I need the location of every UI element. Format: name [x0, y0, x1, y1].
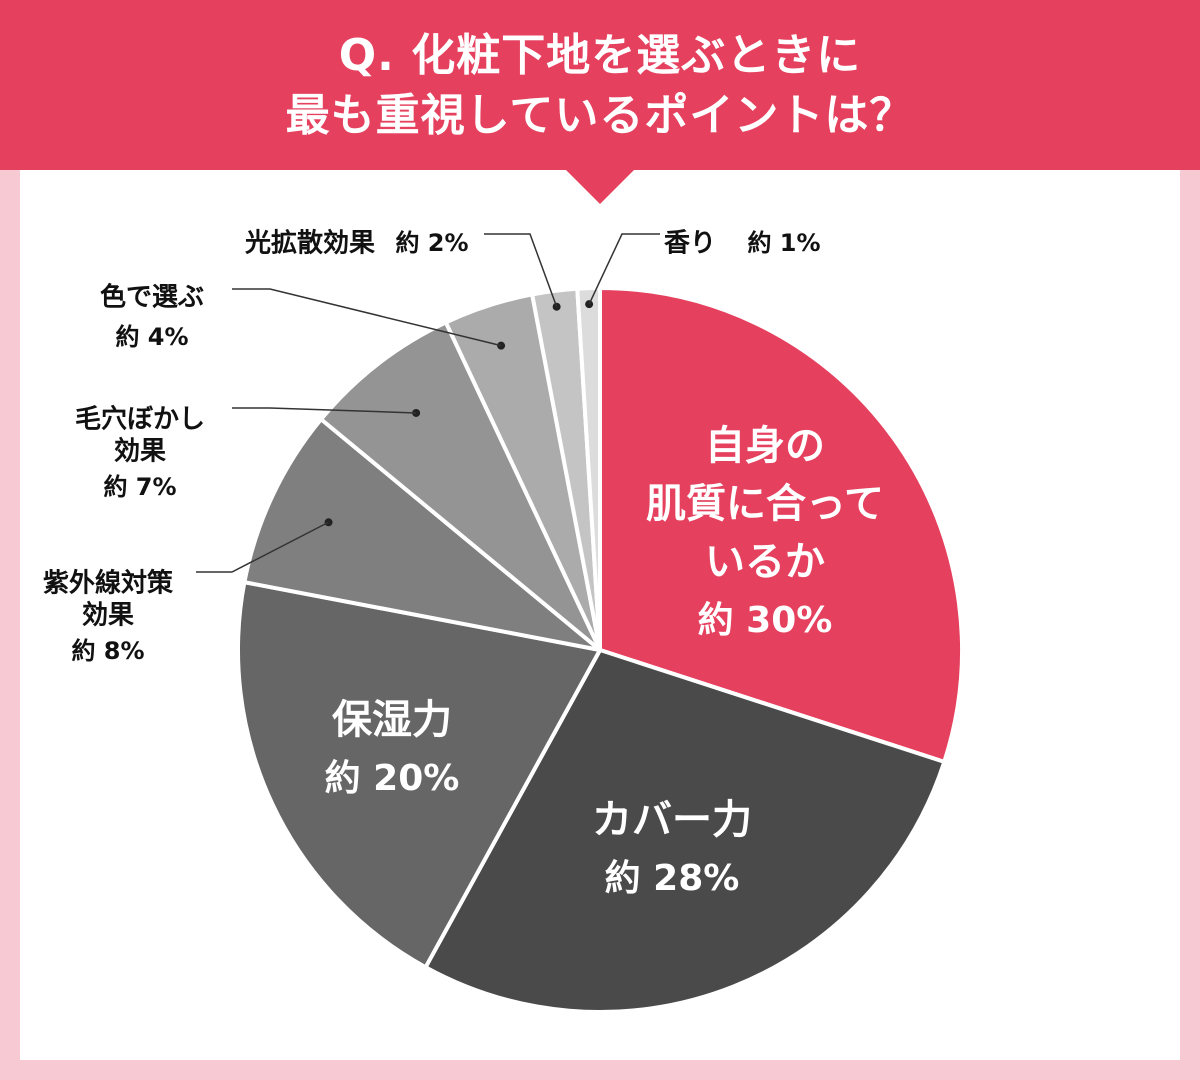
slice-label-5-line-1: 毛穴ぼかし	[75, 405, 205, 435]
pie-slice-8	[575, 286, 602, 652]
pie-slice-1	[598, 286, 964, 764]
slice-label-4-line-2: 効果	[82, 600, 134, 631]
pie-slice-3	[236, 580, 602, 970]
chart-title-line-2: 最も重視しているポイントは？	[285, 90, 915, 141]
slice-label-1-line-3: いるか	[705, 539, 825, 585]
leader-line-6	[232, 288, 502, 347]
slice-label-3-line-1: 保湿力	[332, 697, 452, 743]
slice-label-7-line-1: 光拡散効果	[244, 228, 375, 259]
slice-percent-label-4: 約 8%	[71, 637, 144, 665]
slice-label-1-line-1: 自身の	[705, 423, 825, 469]
slice-percent-label-6: 約 4%	[115, 323, 188, 351]
slice-label-6-line-1: 色で選ぶ	[100, 282, 204, 313]
pie-slices	[236, 286, 964, 1014]
slice-label-1-line-2: 肌質に合って	[646, 481, 884, 527]
slice-label-8-line-1: 香り	[664, 229, 716, 259]
leader-line-4	[196, 521, 329, 573]
leader-line-7	[484, 233, 558, 307]
slice-percent-label-3: 約 20%	[325, 758, 460, 799]
chart-title: Q. 化粧下地を選ぶときに 最も重視しているポイントは？	[0, 26, 1200, 146]
slice-percent-label-8: 約 1%	[747, 229, 820, 257]
chart-title-line-1: Q. 化粧下地を選ぶときに	[338, 30, 862, 81]
leader-lines	[196, 233, 660, 573]
title-banner	[0, 0, 1200, 170]
slice-label-4-line-1: 紫外線対策	[43, 568, 173, 599]
leader-line-8	[588, 233, 660, 305]
leader-line-5	[232, 407, 417, 414]
slice-percent-label-7: 約 2%	[395, 229, 468, 257]
slice-percent-label-1: 約 30%	[698, 600, 833, 641]
slice-label-2-line-1: カバー力	[592, 797, 752, 843]
panel-pointer	[566, 170, 634, 204]
slice-label-5-line-2: 効果	[114, 436, 166, 467]
pie-slice-4	[242, 417, 602, 652]
slice-percent-label-5: 約 7%	[103, 473, 176, 501]
pie-slice-2	[423, 648, 947, 1014]
pie-slice-5	[319, 320, 602, 652]
slice-percent-label-2: 約 28%	[605, 858, 740, 899]
